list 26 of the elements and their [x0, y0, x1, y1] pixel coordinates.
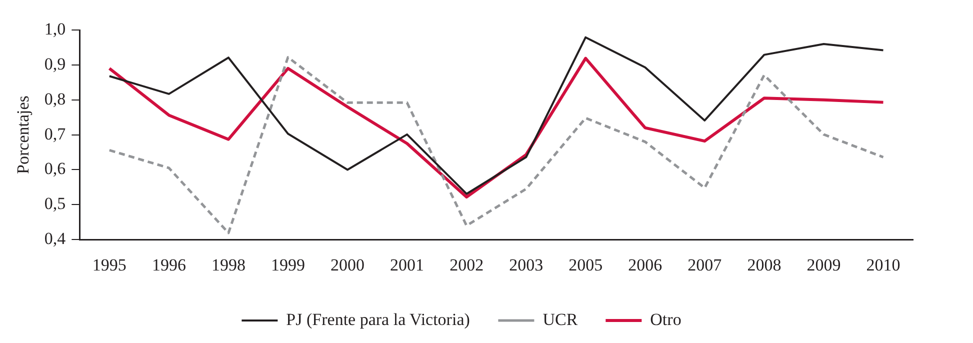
y-tick-label: 0,9 [44, 54, 66, 74]
y-tick-label: 0,4 [44, 229, 66, 248]
y-tick-label: 0,5 [44, 194, 66, 214]
x-tick-label: 1996 [152, 255, 186, 274]
x-tick-label: 2008 [747, 255, 782, 274]
x-tick-label: 2006 [628, 255, 662, 274]
y-tick-label: 0,7 [44, 124, 66, 144]
x-tick-label: 2002 [450, 255, 484, 274]
legend-label: Otro [650, 310, 682, 329]
x-tick-label: 2010 [866, 255, 900, 274]
x-tick-label: 1999 [270, 255, 305, 274]
x-tick-label: 2007 [688, 255, 722, 274]
x-tick-label: 1995 [92, 255, 126, 274]
x-tick-label: 2009 [806, 255, 841, 274]
x-tick-label: 1998 [211, 255, 246, 274]
y-tick-label: 0,8 [44, 89, 66, 108]
line-series [108, 56, 884, 234]
x-tick-label: 2003 [509, 255, 544, 274]
y-tick-label: 0,6 [44, 159, 66, 178]
x-tick-label: 2000 [330, 255, 365, 274]
x-tick-label: 2001 [390, 255, 424, 274]
y-axis-title: Porcentajes [14, 96, 33, 174]
y-tick-label: 1,0 [44, 19, 66, 38]
legend-label: PJ (Frente para la Victoria) [286, 310, 470, 329]
legend-label: UCR [542, 310, 578, 329]
x-tick-label: 2005 [568, 255, 603, 274]
